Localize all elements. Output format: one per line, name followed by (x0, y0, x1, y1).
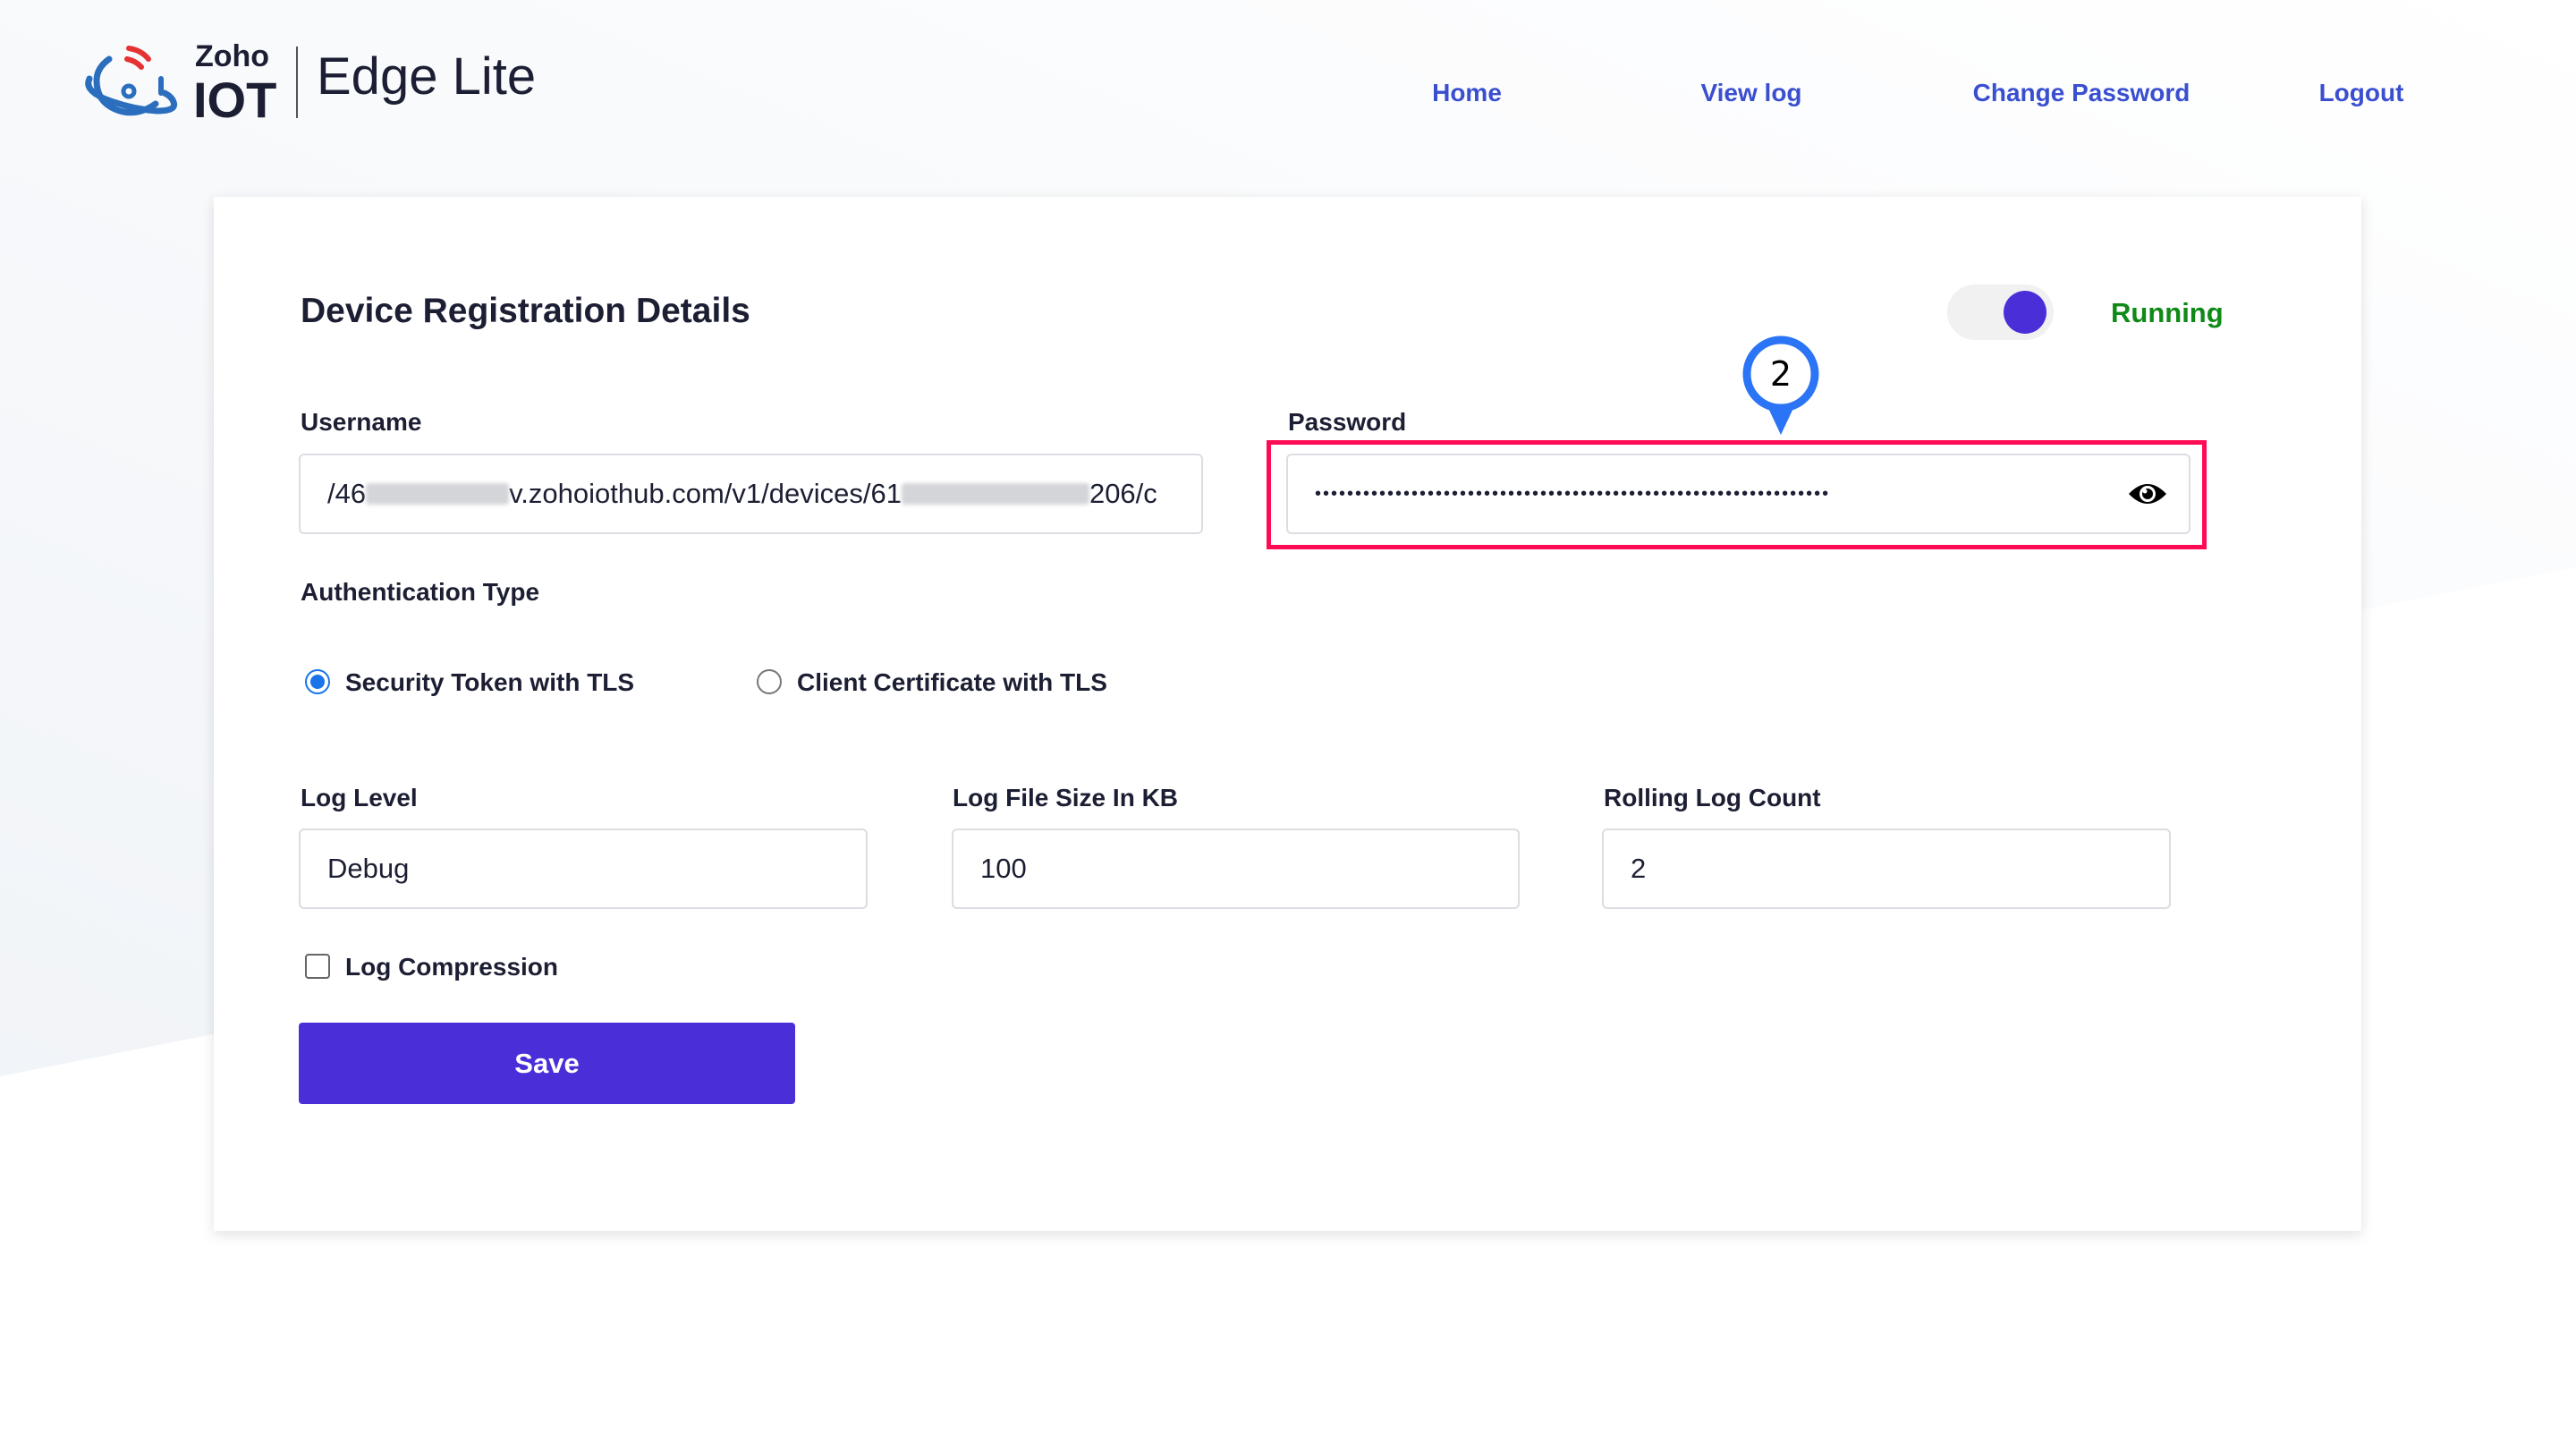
brand-top: Zoho (195, 39, 270, 73)
radio-security-token[interactable] (305, 669, 330, 694)
log-compression-checkbox[interactable] (305, 954, 330, 979)
username-label: Username (301, 408, 422, 436)
nav-change-password[interactable]: Change Password (1972, 79, 2190, 106)
radio-client-certificate[interactable] (757, 669, 782, 694)
log-compression-label[interactable]: Log Compression (345, 953, 559, 981)
page-title: Device Registration Details (301, 292, 750, 330)
eye-icon[interactable] (2127, 480, 2168, 508)
password-label: Password (1288, 408, 1407, 436)
nav-view-log[interactable]: View log (1700, 79, 1802, 106)
zoho-iot-logo-icon (85, 46, 178, 116)
username-input[interactable]: /46 v.zohoiothub.com/v1/devices/61 206/c (299, 454, 1203, 534)
rolling-count-label: Rolling Log Count (1604, 784, 1821, 811)
annotation-number: 2 (1769, 354, 1792, 394)
log-level-label: Log Level (301, 784, 418, 811)
highlight-box (1267, 440, 2207, 549)
radio-client-certificate-label[interactable]: Client Certificate with TLS (797, 668, 1107, 696)
logo-divider (296, 47, 298, 118)
redacted (901, 483, 1089, 505)
annotation-marker-icon (1742, 336, 1819, 435)
brand-bottom: IOT (193, 72, 277, 128)
redacted (366, 483, 510, 505)
status-text: Running (2111, 297, 2224, 328)
nav-logout[interactable]: Logout (2318, 79, 2404, 106)
product-name: Edge Lite (317, 47, 537, 106)
password-input[interactable]: ••••••••••••••••••••••••••••••••••••••••… (1286, 454, 2190, 534)
service-toggle[interactable] (1947, 285, 2054, 340)
log-level-input[interactable]: Debug (299, 828, 868, 909)
rolling-count-input[interactable]: 2 (1602, 828, 2171, 909)
radio-security-token-label[interactable]: Security Token with TLS (345, 668, 635, 696)
log-size-label: Log File Size In KB (953, 784, 1179, 811)
save-button[interactable]: Save (299, 1023, 795, 1104)
auth-type-label: Authentication Type (301, 578, 540, 606)
nav-home[interactable]: Home (1432, 79, 1502, 106)
toggle-knob (2004, 291, 2046, 334)
log-size-input[interactable]: 100 (952, 828, 1520, 909)
